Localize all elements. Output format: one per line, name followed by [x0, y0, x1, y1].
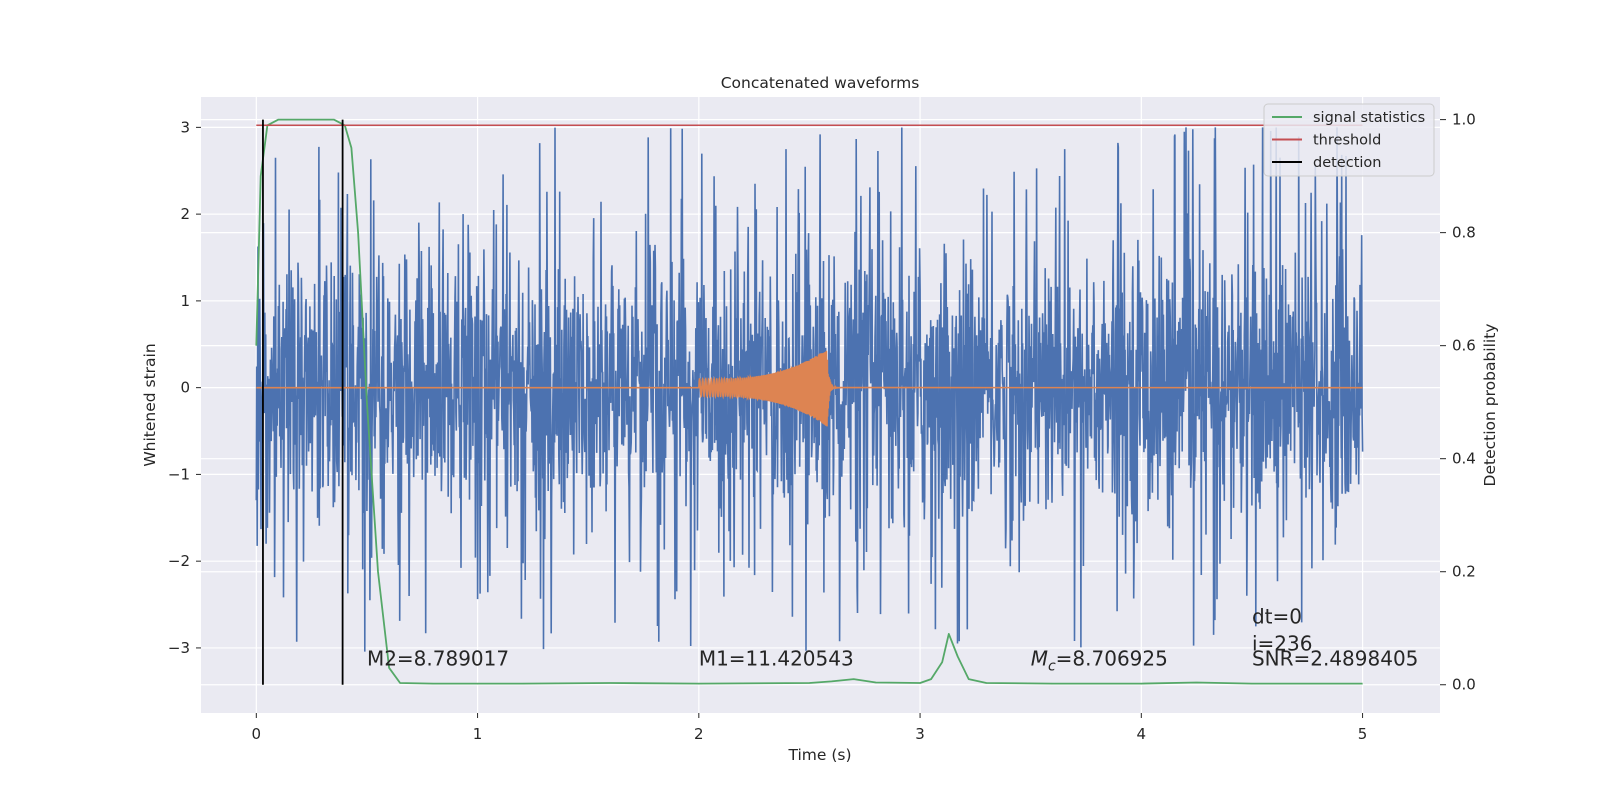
legend-box — [1263, 103, 1435, 177]
y-tick-label: −3 — [168, 639, 190, 657]
x-axis-label: Time (s) — [787, 746, 851, 764]
y-tick-label: −1 — [168, 465, 190, 483]
y2-tick-label: 0.6 — [1452, 337, 1476, 355]
x-tick-label: 5 — [1358, 725, 1368, 743]
x-tick-label: 4 — [1137, 725, 1147, 743]
x-tick-label: 0 — [252, 725, 262, 743]
annotation: Mc=8.706925 — [1031, 646, 1168, 674]
legend-label: signal statistics — [1313, 110, 1425, 126]
y-tick-label: 0 — [180, 379, 190, 397]
y-axis-right-label: Detection probability — [1481, 324, 1499, 487]
y-axis-label: Whitened strain — [141, 343, 159, 466]
y2-tick-label: 1.0 — [1452, 111, 1476, 129]
y2-tick-label: 0.0 — [1452, 676, 1476, 694]
y-tick-label: 2 — [180, 205, 190, 223]
annotation: M2=8.789017 — [367, 646, 509, 670]
y-tick-label: −2 — [168, 552, 190, 570]
series-layer — [255, 118, 1364, 685]
annotation: SNR=2.4898405 — [1252, 646, 1418, 670]
annotation: M1=11.420543 — [699, 646, 854, 670]
chirp-line — [256, 350, 1363, 427]
legend-label: threshold — [1313, 133, 1381, 149]
y-tick-label: 3 — [180, 118, 190, 136]
y-tick-label: 1 — [180, 292, 190, 310]
strain-noise-line — [255, 127, 1364, 652]
annotation: i=236 — [1252, 632, 1313, 656]
chart-title: Concatenated waveforms — [721, 74, 920, 92]
y2-tick-label: 0.4 — [1452, 450, 1476, 468]
x-tick-label: 1 — [473, 725, 483, 743]
axes: 0 1 2 3 4 5 −3 −2 −1 0 1 2 3 0.0 0.2 0.4 0.6 0.8 1.0 — [168, 111, 1476, 743]
annotation: dt=0 — [1252, 605, 1302, 629]
y2-tick-label: 0.8 — [1452, 224, 1476, 242]
signal-statistics-line — [255, 118, 1363, 685]
x-tick-label: 3 — [915, 725, 925, 743]
legend: signal statistics threshold detection — [1263, 103, 1435, 177]
legend-label: detection — [1313, 155, 1381, 171]
x-tick-label: 2 — [694, 725, 704, 743]
y2-tick-label: 0.2 — [1452, 563, 1476, 581]
annotations: M2=8.789017 M1=11.420543 Mc=8.706925 dt=0 i=… — [367, 605, 1418, 675]
